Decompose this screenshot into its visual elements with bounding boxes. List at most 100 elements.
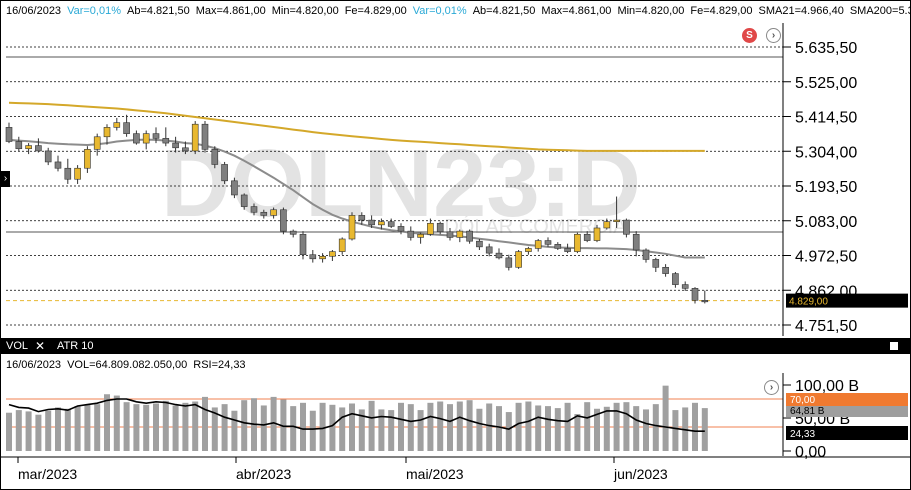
sma21-line: [8, 138, 705, 259]
volume-bar: [319, 402, 326, 451]
price-tick-label: 5.635,50: [795, 40, 857, 57]
volume-bar: [613, 402, 620, 451]
candle-body: [250, 206, 258, 213]
candle-body: [113, 122, 121, 128]
date-label: mai/2023: [406, 466, 464, 482]
candle-body: [280, 209, 287, 232]
volume-bar: [104, 394, 110, 451]
candle-body: [103, 127, 111, 138]
panel-atr-label: ATR 10: [57, 340, 94, 352]
candle-body: [172, 142, 179, 149]
candle-body: [417, 233, 424, 238]
lower-date: 16/06/2023: [6, 359, 62, 371]
candle-body: [466, 230, 473, 242]
volume-bar: [662, 385, 669, 451]
volume-bar: [300, 402, 306, 451]
volume-bar: [349, 403, 355, 451]
expand-left-icon[interactable]: ›: [1, 171, 10, 187]
candle-body: [407, 230, 415, 238]
candle-body: [25, 145, 32, 150]
volume-bar: [339, 407, 346, 451]
volume-bar: [652, 404, 659, 451]
volume-bar: [672, 410, 679, 451]
candle-body: [211, 149, 219, 165]
candle-body: [289, 230, 297, 235]
volume-bar: [182, 402, 189, 451]
candle-body: [505, 257, 513, 268]
volume-bar: [84, 404, 91, 451]
candle-body: [260, 211, 268, 216]
lower-scroll-arrow-icon[interactable]: ›: [764, 380, 779, 395]
header-var: Var=0,01%: [67, 5, 121, 17]
candle-body: [368, 219, 375, 226]
candle-body: [378, 221, 385, 226]
sma200-path: [8, 101, 705, 152]
volume-bar: [211, 407, 218, 451]
candle-body: [583, 233, 591, 241]
lower-tick-label: 100,00 B: [795, 378, 859, 395]
candle-body: [387, 221, 395, 227]
candle-body: [397, 226, 405, 232]
candle-body: [701, 300, 709, 303]
candle-body: [309, 254, 317, 260]
candle-body: [564, 248, 571, 252]
header-ab2: Ab=4.821,50: [472, 5, 536, 17]
volume-bar: [447, 404, 453, 451]
candle-body: [554, 244, 562, 249]
volume-bar: [476, 408, 483, 451]
header-max2: Max=4.861,00: [541, 5, 612, 17]
candle-body: [544, 240, 552, 245]
candle-body: [446, 231, 454, 238]
date-label: jun/2023: [613, 466, 668, 482]
volume-bar: [407, 404, 414, 451]
volume-bar: [231, 410, 238, 451]
lower-indicator-header: 16/06/2023 VOL=64.809.082.050,00 RSI=24,33: [6, 359, 252, 371]
candle-body: [427, 222, 434, 235]
header-date: 16/06/2023: [6, 5, 62, 17]
candle-body: [534, 240, 542, 249]
volume-bar: [466, 400, 473, 451]
candle-body: [515, 251, 522, 268]
volume-bar: [378, 409, 385, 451]
candle-body: [35, 145, 42, 152]
volume-bar: [496, 406, 502, 451]
volume-bar: [113, 395, 120, 451]
maximize-icon[interactable]: [890, 342, 898, 350]
candle-body: [123, 122, 130, 134]
volume-bar: [505, 412, 512, 451]
close-icon[interactable]: ✕: [35, 339, 46, 353]
volume-bar: [270, 396, 277, 451]
candle-body: [623, 219, 630, 235]
candle-body: [632, 233, 640, 251]
volume-bar: [554, 408, 561, 451]
header-fe2: Fe=4.829,00: [690, 5, 753, 17]
candle-body: [319, 255, 326, 260]
s-badge-icon[interactable]: S: [742, 28, 757, 43]
volume-bar: [368, 400, 375, 451]
candle-body: [613, 219, 620, 222]
vol-last-tag: [786, 406, 908, 417]
volume-bar: [701, 408, 708, 451]
header-sma200: SMA200=5.305,00: [849, 5, 911, 17]
volume-bar: [35, 414, 42, 451]
volume-bar: [584, 402, 591, 451]
rsi70-tag: [786, 393, 908, 406]
panel-separator-bar: VOL ✕ ATR 10: [1, 338, 910, 354]
sma21-path: [8, 138, 705, 259]
volume-bar: [633, 406, 640, 451]
candle-body: [54, 161, 62, 169]
scroll-arrow-icon[interactable]: ›: [766, 28, 781, 43]
date-label: abr/2023: [236, 466, 291, 482]
price-tick-label: 4.751,50: [795, 318, 857, 335]
volume-bar: [515, 402, 522, 451]
candle-body: [191, 123, 199, 152]
volume-bar: [525, 401, 532, 451]
volume-bar: [162, 400, 169, 451]
sma200-line: [8, 101, 705, 152]
last-price-tag: [786, 293, 908, 308]
candle-body: [691, 288, 699, 301]
candlesticks: [5, 114, 709, 304]
candle-body: [162, 138, 170, 144]
